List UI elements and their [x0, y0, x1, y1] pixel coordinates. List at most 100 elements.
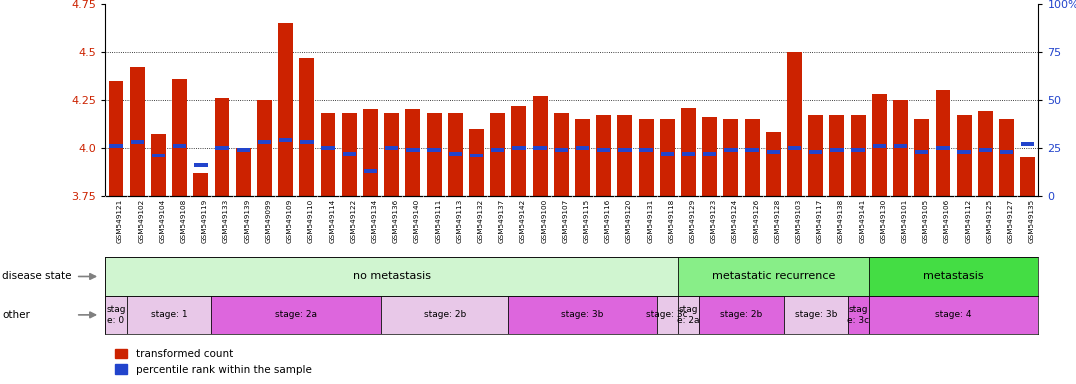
Text: GSM549126: GSM549126 [753, 199, 760, 243]
Bar [851, 148, 865, 152]
Bar [788, 52, 802, 196]
Bar [724, 148, 737, 152]
Bar [660, 119, 675, 196]
Bar [194, 173, 209, 196]
Bar [699, 296, 784, 334]
Text: GSM549118: GSM549118 [668, 199, 675, 243]
Text: GSM549125: GSM549125 [987, 199, 992, 243]
Bar [469, 129, 484, 196]
Bar [639, 148, 653, 152]
Bar [678, 296, 699, 334]
Bar [894, 144, 907, 148]
Bar [893, 100, 908, 196]
Bar [407, 148, 420, 152]
Bar [703, 152, 717, 156]
Text: GSM549102: GSM549102 [139, 199, 144, 243]
Text: GSM549129: GSM549129 [690, 199, 695, 243]
Text: metastasis: metastasis [923, 271, 983, 281]
Bar [1000, 150, 1014, 154]
Text: stage: 2b: stage: 2b [721, 310, 763, 319]
Bar [215, 146, 229, 150]
Bar [491, 148, 505, 152]
Text: metastatic recurrence: metastatic recurrence [711, 271, 835, 281]
Text: GSM549100: GSM549100 [541, 199, 548, 243]
Bar [596, 115, 611, 196]
Bar [661, 152, 674, 156]
Text: GSM549107: GSM549107 [563, 199, 568, 243]
Text: GSM549131: GSM549131 [647, 199, 653, 243]
Bar [257, 100, 272, 196]
Text: GSM549121: GSM549121 [117, 199, 123, 243]
Bar [258, 140, 271, 144]
Bar [130, 67, 144, 196]
Text: GSM549123: GSM549123 [711, 199, 717, 243]
Text: GSM549109: GSM549109 [286, 199, 293, 243]
Bar [448, 113, 463, 196]
Bar [342, 113, 356, 196]
Bar [427, 113, 441, 196]
Text: stage: 1: stage: 1 [151, 310, 187, 319]
Text: GSM549114: GSM549114 [329, 199, 335, 243]
Bar [172, 79, 187, 196]
Text: GSM549128: GSM549128 [775, 199, 780, 243]
Text: other: other [2, 310, 30, 320]
Bar [554, 148, 568, 152]
Text: GSM549105: GSM549105 [923, 199, 929, 243]
Bar [576, 146, 590, 150]
Bar [681, 108, 696, 196]
Bar [957, 115, 972, 196]
Text: GSM549135: GSM549135 [1029, 199, 1035, 243]
Bar [958, 150, 971, 154]
Bar [766, 132, 781, 196]
Bar [127, 296, 212, 334]
Bar [194, 163, 208, 167]
Bar [364, 169, 378, 173]
Bar [872, 94, 887, 196]
Bar [745, 119, 760, 196]
Text: GSM549115: GSM549115 [583, 199, 590, 243]
Bar [618, 115, 633, 196]
Bar [868, 257, 1038, 296]
Bar [678, 257, 868, 296]
Text: GSM549137: GSM549137 [499, 199, 505, 243]
Bar [342, 152, 356, 156]
Bar [212, 296, 381, 334]
Bar [449, 152, 462, 156]
Bar [868, 296, 1038, 334]
Bar [873, 144, 886, 148]
Bar [935, 90, 950, 196]
Text: stage: 2b: stage: 2b [424, 310, 466, 319]
Text: GSM549140: GSM549140 [414, 199, 420, 243]
Bar [831, 148, 844, 152]
Bar [151, 134, 166, 196]
Bar [619, 148, 632, 152]
Text: GSM549120: GSM549120 [626, 199, 632, 243]
Text: stage: 3c: stage: 3c [647, 310, 689, 319]
Text: GSM549136: GSM549136 [393, 199, 399, 243]
Bar [978, 111, 993, 196]
Text: GSM549104: GSM549104 [159, 199, 166, 243]
Bar [723, 119, 738, 196]
Text: GSM549112: GSM549112 [965, 199, 972, 243]
Bar [1000, 119, 1014, 196]
Bar [703, 117, 717, 196]
Text: GSM549106: GSM549106 [944, 199, 950, 243]
Text: GSM549134: GSM549134 [371, 199, 378, 243]
Bar [110, 144, 123, 148]
Text: GSM549122: GSM549122 [351, 199, 356, 243]
Text: stage: 4: stage: 4 [935, 310, 972, 319]
Text: GSM549119: GSM549119 [202, 199, 208, 243]
Text: GSM549103: GSM549103 [795, 199, 802, 243]
Text: GSM549116: GSM549116 [605, 199, 611, 243]
Bar [279, 23, 293, 196]
Bar [173, 144, 186, 148]
Text: GSM549127: GSM549127 [1007, 199, 1014, 243]
Bar [152, 154, 165, 157]
Bar [830, 115, 845, 196]
Bar [851, 115, 865, 196]
Bar [491, 113, 505, 196]
Bar [406, 109, 421, 196]
Bar [809, 150, 822, 154]
Bar [130, 140, 144, 144]
Bar [915, 119, 930, 196]
